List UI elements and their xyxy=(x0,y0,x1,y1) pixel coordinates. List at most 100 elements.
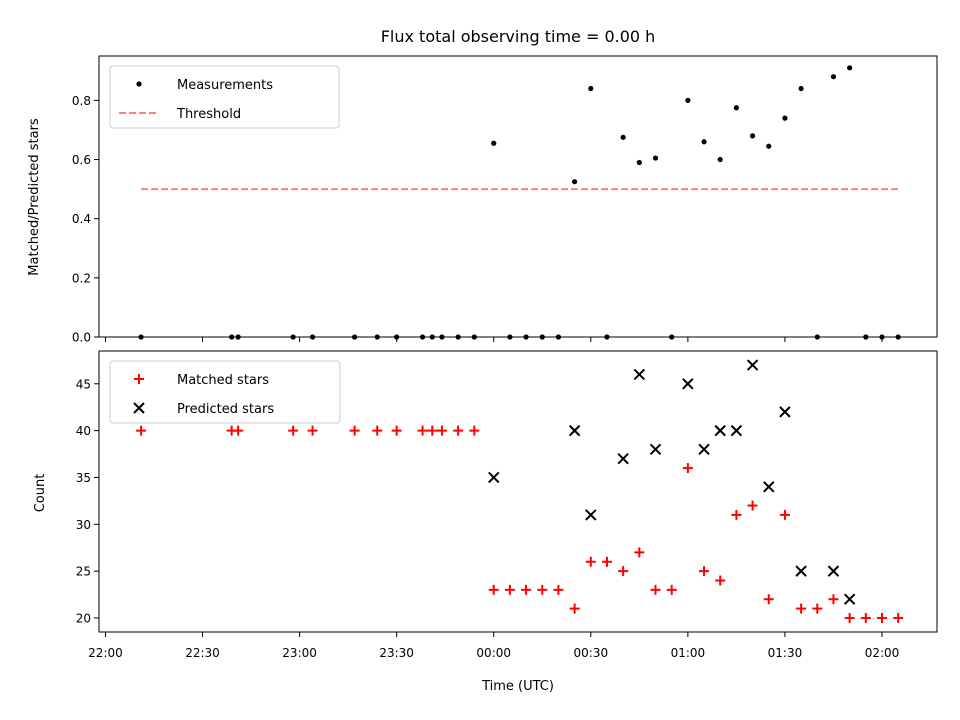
y-tick-label: 40 xyxy=(76,424,91,438)
measurement-point xyxy=(604,334,610,340)
bottom-panel: 20 25 30 35 40 45 22:00 22:30 23:00 23:30 00:00 00:… xyxy=(76,350,938,660)
measurement-point xyxy=(636,159,642,166)
legend-label: Threshold xyxy=(176,107,241,122)
legend-marker-matched xyxy=(134,374,144,384)
y-tick-label: 45 xyxy=(76,377,91,391)
measurement-point xyxy=(782,115,788,121)
x-tick-label: 00:30 xyxy=(574,646,609,660)
measurement-point xyxy=(229,334,235,340)
matched-stars-point xyxy=(893,612,904,623)
measurement-point xyxy=(717,156,723,163)
bottom-y-axis-label: Count xyxy=(33,474,48,513)
measurement-point xyxy=(669,334,675,340)
measurement-point xyxy=(766,143,772,149)
matched-stars-point xyxy=(233,425,244,436)
matched-stars-point xyxy=(553,584,564,595)
predicted-stars-point xyxy=(843,593,856,605)
measurement-point xyxy=(374,334,380,340)
top-panel: 0.0 0.2 0.4 0.6 0.8 Measurements Threshold xyxy=(72,55,938,345)
y-tick-label: 35 xyxy=(76,471,91,485)
matched-stars-point xyxy=(828,594,839,605)
matched-stars-point xyxy=(618,566,629,577)
matched-stars-point xyxy=(812,603,823,614)
measurement-point xyxy=(572,179,578,185)
y-tick-label: 0.6 xyxy=(72,153,91,167)
predicted-stars-point xyxy=(488,471,500,484)
matched-stars-point xyxy=(436,425,447,436)
x-tick-label: 02:00 xyxy=(865,646,900,660)
matched-stars-point xyxy=(699,566,710,577)
measurement-point xyxy=(749,133,756,139)
x-tick-label: 23:30 xyxy=(379,646,414,660)
matched-stars-point xyxy=(650,584,661,595)
matched-stars-point xyxy=(763,594,774,605)
predicted-stars-point xyxy=(633,368,646,381)
matched-stars-point xyxy=(666,584,677,595)
measurement-point xyxy=(235,334,241,340)
legend-label: Measurements xyxy=(177,78,273,93)
x-tick-label: 22:00 xyxy=(88,646,123,660)
y-tick-label: 0.0 xyxy=(72,331,91,345)
measurement-point xyxy=(419,334,426,340)
matched-stars-point xyxy=(731,509,742,520)
predicted-stars-point xyxy=(779,406,791,418)
matched-stars-point xyxy=(569,603,580,614)
measurement-point xyxy=(352,334,358,340)
measurement-point xyxy=(879,334,885,340)
measurement-point xyxy=(863,334,869,340)
predicted-stars-point xyxy=(714,424,726,437)
matched-stars-point xyxy=(876,612,887,623)
y-tick-label: 0.2 xyxy=(72,271,91,285)
measurement-point xyxy=(491,140,497,146)
predicted-stars-point xyxy=(585,509,597,521)
legend-box xyxy=(109,360,341,424)
x-tick-label: 01:30 xyxy=(768,646,803,660)
matched-stars-point xyxy=(349,425,360,436)
measurement-point xyxy=(555,334,562,340)
matched-stars-point xyxy=(844,612,855,623)
matched-stars-point xyxy=(537,584,548,595)
x-axis-label: Time (UTC) xyxy=(481,679,554,694)
measurement-point xyxy=(290,334,296,340)
x-tick-label: 23:00 xyxy=(282,646,317,660)
predicted-stars-point xyxy=(568,424,581,437)
matched-stars-point xyxy=(469,425,480,436)
measurement-point xyxy=(539,334,545,340)
legend-box xyxy=(109,65,340,129)
measurement-point xyxy=(588,85,594,92)
legend-label: Predicted stars xyxy=(177,402,274,417)
measurement-point xyxy=(830,74,837,80)
x-tick-label: 22:30 xyxy=(185,646,220,660)
matched-stars-point xyxy=(391,425,402,436)
predicted-stars-point xyxy=(827,565,840,577)
predicted-stars-point xyxy=(617,453,629,465)
y-tick-label: 20 xyxy=(76,611,91,625)
measurement-point xyxy=(895,334,901,340)
predicted-stars-point xyxy=(730,424,743,437)
matched-stars-point xyxy=(860,612,871,623)
matched-stars-point xyxy=(715,575,726,586)
legend: Matched stars Predicted stars xyxy=(109,360,341,424)
matched-stars-point xyxy=(288,425,299,436)
matched-stars-point xyxy=(136,425,147,436)
x-tick-label: 01:00 xyxy=(671,646,706,660)
y-tick-label: 0.8 xyxy=(72,94,91,108)
y-tick-label: 25 xyxy=(76,565,91,579)
matched-stars-point xyxy=(427,425,438,436)
x-tick-label: 00:00 xyxy=(476,646,511,660)
matched-stars-point xyxy=(634,547,645,558)
matched-stars-point xyxy=(779,509,790,520)
matched-stars-point xyxy=(307,425,318,436)
measurement-point xyxy=(798,85,804,92)
measurement-point xyxy=(455,334,461,340)
predicted-stars-point xyxy=(746,359,759,371)
matched-stars-point xyxy=(585,556,596,567)
predicted-stars-point xyxy=(649,443,662,456)
legend: Measurements Threshold xyxy=(109,65,340,129)
measurement-point xyxy=(394,334,400,340)
matched-stars-point xyxy=(488,584,499,595)
measurement-point xyxy=(309,334,316,340)
predicted-stars-point xyxy=(698,443,710,456)
measurement-point xyxy=(523,334,529,340)
